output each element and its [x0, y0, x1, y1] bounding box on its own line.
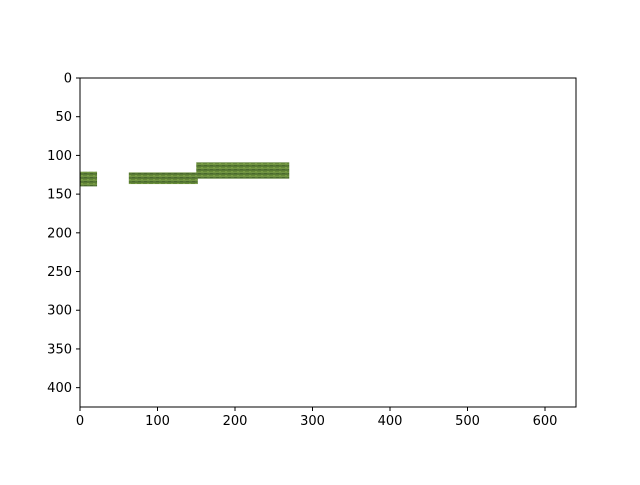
image-patch-1 [128, 172, 198, 185]
x-axis-ticks: 0 100 200 300 400 500 600 [76, 407, 558, 429]
y-tick-label: 300 [47, 304, 72, 319]
y-tick-label: 50 [55, 110, 72, 125]
image-patch-2 [196, 162, 290, 179]
x-tick-label: 400 [378, 414, 403, 429]
image-patch-0 [80, 171, 98, 187]
x-tick-label: 500 [455, 414, 480, 429]
x-tick-label: 100 [145, 414, 170, 429]
y-tick-label: 200 [47, 226, 72, 241]
y-axis-ticks: 0 50 100 150 200 250 300 350 400 [47, 72, 80, 396]
x-tick-label: 300 [300, 414, 325, 429]
y-tick-label: 100 [47, 149, 72, 164]
y-tick-label: 350 [47, 342, 72, 357]
x-tick-label: 200 [223, 414, 248, 429]
y-tick-label: 0 [64, 72, 72, 87]
y-tick-label: 400 [47, 381, 72, 396]
y-tick-label: 250 [47, 265, 72, 280]
y-tick-label: 150 [47, 188, 72, 203]
image-patch-layer [80, 162, 290, 187]
axes-frame [79, 77, 577, 408]
x-tick-label: 0 [76, 414, 84, 429]
x-tick-label: 600 [533, 414, 558, 429]
